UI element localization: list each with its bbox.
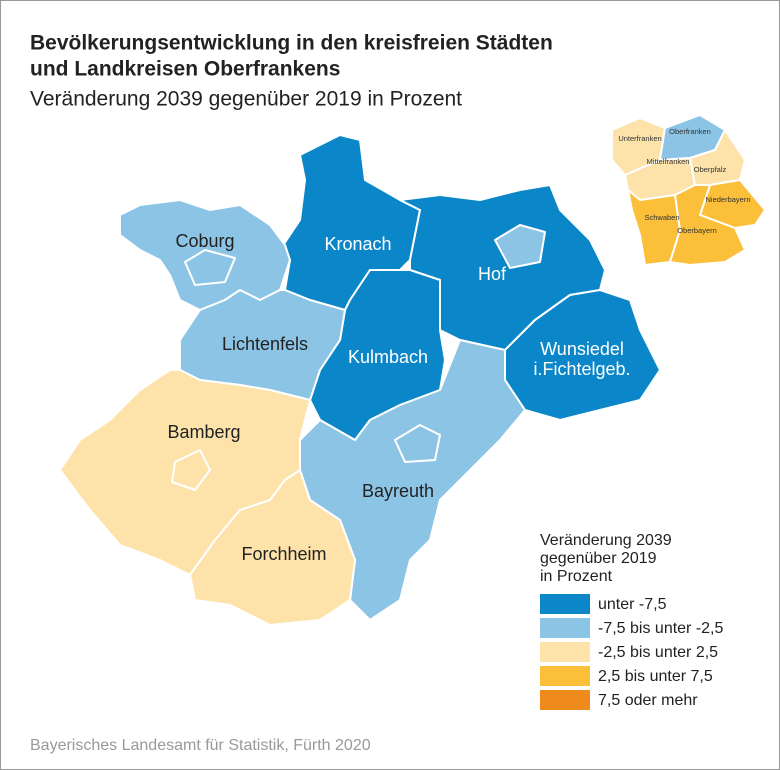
region-label: Kulmbach [348,347,428,367]
legend-title: Veränderung 2039 [540,532,672,549]
subtitle: Veränderung 2039 gegenüber 2019 in Proze… [30,88,462,111]
city-enclave [171,449,211,491]
region-label: Wunsiedel [540,339,624,359]
legend-label: 2,5 bis unter 7,5 [598,668,713,685]
legend-label: unter -7,5 [598,596,667,613]
city-enclave [494,224,546,269]
inset-label: Oberfranken [669,127,711,136]
legend-swatch [540,594,590,614]
inset-label: Niederbayern [705,195,750,204]
legend-label: -7,5 bis unter -2,5 [598,620,724,637]
inset-label: Oberbayern [677,226,717,235]
region-label: Forchheim [241,544,326,564]
inset-label: Unterfranken [618,134,661,143]
source: Bayerisches Landesamt für Statistik, Für… [30,737,371,754]
region-label: Lichtenfels [222,334,308,354]
legend-swatch [540,618,590,638]
legend-swatch [540,642,590,662]
city-enclave [394,424,441,463]
region-label: Bamberg [167,422,240,442]
region-label: Kronach [324,234,391,254]
legend-label: -2,5 bis unter 2,5 [598,644,718,661]
inset-label: Mittelfranken [647,157,690,166]
inset-label: Schwaben [644,213,679,222]
title: Bevölkerungsentwicklung in den kreisfrei… [30,32,553,55]
legend-title: in Prozent [540,568,613,585]
region-label: Hof [478,264,507,284]
title: und Landkreisen Oberfrankens [30,58,340,81]
city-enclave [184,249,236,286]
legend-swatch [540,690,590,710]
legend-swatch [540,666,590,686]
inset-region [669,184,746,266]
region [189,469,356,626]
inset-label: Oberpfalz [694,165,727,174]
region-label: Bayreuth [362,481,434,501]
region-label: Coburg [175,231,234,251]
inset-map: Unterfranken Oberfranken Mittelfranken Ober… [611,114,766,266]
region-label: i.Fichtelgeb. [533,359,630,379]
legend-label: 7,5 oder mehr [598,692,698,709]
legend-title: gegenüber 2019 [540,550,657,567]
